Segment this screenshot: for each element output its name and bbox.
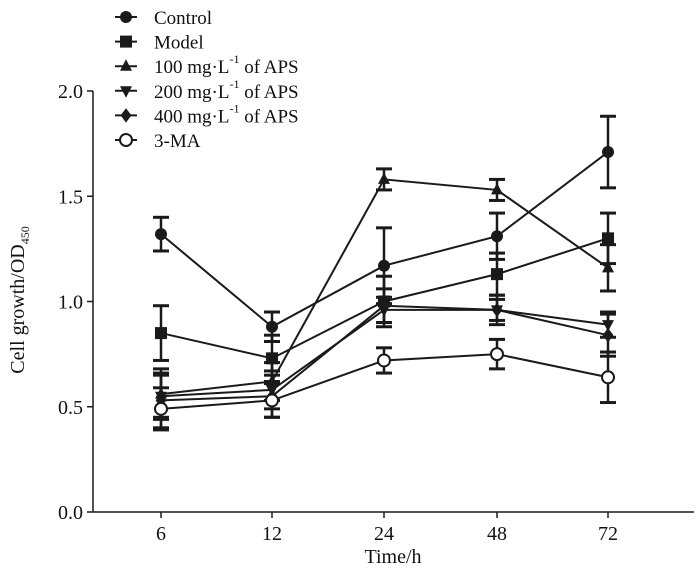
data-point <box>378 172 390 184</box>
y-tick-label: 1.0 <box>58 292 83 314</box>
y-axis-ticks: 0.0 0.5 1.0 1.5 2.0 <box>58 81 93 524</box>
x-tick-label: 12 <box>262 523 282 545</box>
y-tick-label: 1.5 <box>58 186 83 208</box>
data-point <box>491 230 503 243</box>
legend-label-suffix: of APS <box>239 106 298 127</box>
legend-label-superscript: -1 <box>229 52 239 66</box>
data-point <box>378 298 390 313</box>
x-tick-label: 72 <box>598 523 618 545</box>
legend-label-text: 3-MA <box>154 131 201 152</box>
legend-item: 3-MA <box>115 131 201 152</box>
data-point <box>602 232 614 245</box>
data-point <box>265 393 279 408</box>
legend-label-text: 400 mg·L <box>154 106 229 127</box>
legend-marker <box>120 35 132 48</box>
legend-label-text: Model <box>154 33 204 54</box>
data-point <box>602 327 614 343</box>
data-point <box>266 320 278 333</box>
x-tick-label: 48 <box>487 523 507 545</box>
legend-label-text: Control <box>154 8 212 29</box>
x-tick-label: 24 <box>374 523 394 545</box>
legend-item: 200 mg·L-1 of APS <box>115 77 299 103</box>
series-layer <box>153 114 616 432</box>
legend-label: 400 mg·L-1 of APS <box>154 101 299 127</box>
data-point <box>377 353 391 368</box>
data-point <box>154 401 168 416</box>
data-point <box>602 260 614 273</box>
legend-item: Model <box>115 33 204 54</box>
y-tick-label: 2.0 <box>58 81 83 103</box>
legend-label: 100 mg·L-1 of APS <box>154 52 299 78</box>
data-point <box>155 228 167 241</box>
y-axis-title-subscript: 450 <box>18 226 32 244</box>
legend-label: 200 mg·L-1 of APS <box>154 77 299 103</box>
legend-item: Control <box>115 8 212 29</box>
legend-marker <box>120 86 132 98</box>
data-point <box>155 327 167 340</box>
legend-label-superscript: -1 <box>229 101 239 115</box>
y-axis-title-main: Cell growth/OD <box>7 244 29 373</box>
legend-marker <box>119 133 133 147</box>
legend-label-text: 200 mg·L <box>154 82 229 103</box>
data-point <box>491 302 503 318</box>
legend-label: Control <box>154 8 212 29</box>
x-tick-label: 6 <box>156 523 166 545</box>
series-6 <box>153 337 616 432</box>
legend-label: 3-MA <box>154 131 201 152</box>
data-point <box>602 146 614 159</box>
legend-label-superscript: -1 <box>229 77 239 91</box>
legend-label-text: 100 mg·L <box>154 57 229 78</box>
x-axis-ticks: 6 12 24 48 72 <box>156 512 618 545</box>
data-point <box>601 370 615 385</box>
legend-label-suffix: of APS <box>239 82 298 103</box>
legend-marker <box>120 108 132 123</box>
data-point <box>491 183 503 195</box>
legend-label: Model <box>154 33 204 54</box>
legend-item: 100 mg·L-1 of APS <box>115 52 299 78</box>
y-axis-title: Cell growth/OD450 <box>7 226 32 373</box>
legend-marker <box>120 59 132 71</box>
legend-item: 400 mg·L-1 of APS <box>115 101 299 127</box>
y-tick-label: 0.5 <box>58 397 83 419</box>
legend-label-suffix: of APS <box>239 57 298 78</box>
data-point <box>491 268 503 281</box>
legend-marker <box>120 11 132 23</box>
data-point <box>378 259 390 272</box>
y-tick-label: 0.0 <box>58 502 83 524</box>
x-axis-title: Time/h <box>364 546 421 568</box>
data-point <box>490 347 504 362</box>
